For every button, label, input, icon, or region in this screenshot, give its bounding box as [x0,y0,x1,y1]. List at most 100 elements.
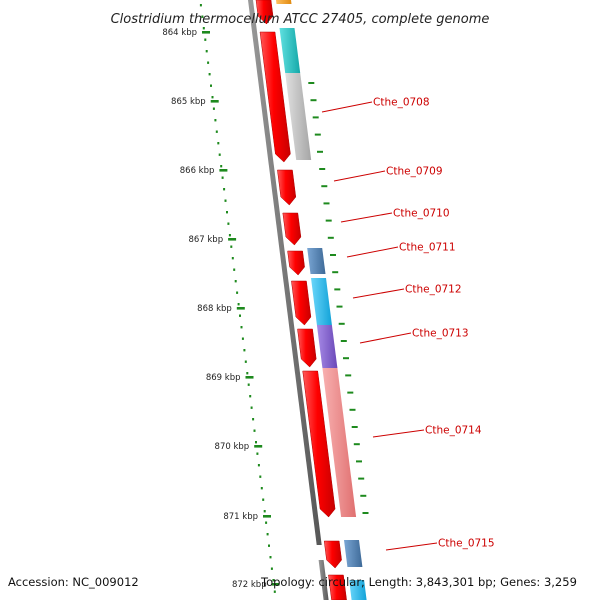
ruler-dot [247,383,250,386]
gene-leader-line [340,212,393,223]
ruler-tick-label: 864 kbp [162,28,197,38]
ruler-dot [236,291,239,294]
outer-ruler-dash [317,150,323,153]
ruler-dot [244,360,247,363]
backbone-layer [248,0,329,600]
gene-leader-line [352,288,405,299]
cog-feature[interactable] [311,278,332,325]
outer-ruler-dash [340,340,347,342]
ruler-tick-label: 868 kbp [197,304,232,314]
outer-ruler-dash [351,426,358,428]
cog-feature[interactable] [285,73,312,160]
ruler-dot [252,418,255,421]
ruler-dot [230,245,233,248]
gene-leader-line [372,429,425,438]
kbp-ruler-labels: 864 kbp 865 kbp 866 kbp 867 kbp 868 kbp 869 k… [162,28,266,590]
topology-text: Topology: circular; Length: 3,843,301 bp… [260,575,577,589]
gene-label-cthe-0715[interactable]: Cthe_0715 [438,538,495,550]
ruler-tick [271,583,280,586]
cds-arrow[interactable] [297,328,317,368]
gene-label-leaders [321,101,438,551]
ruler-dot [199,4,202,7]
ruler-tick [210,100,219,103]
ruler-dot [265,521,268,524]
gene-leader-line [359,332,412,344]
ruler-dot [260,487,263,490]
ruler-tick-label: 869 kbp [206,373,241,383]
cog-feature[interactable] [279,28,301,73]
ruler-tick-label: 872 kbp [232,580,267,590]
gene-label-cthe-0709[interactable]: Cthe_0709 [386,166,443,178]
ruler-tick [228,238,237,241]
cds-arrow[interactable] [282,212,302,246]
outer-ruler-dash [334,288,341,291]
cog-feature[interactable] [307,248,326,274]
cog-feature[interactable] [276,0,292,4]
cds-arrow[interactable] [328,574,347,600]
ruler-dot [262,498,265,501]
ruler-dot [233,268,236,271]
cds-arrow[interactable] [255,0,274,25]
ruler-dot [224,199,227,202]
cog-feature[interactable] [344,540,363,567]
ruler-dot [226,211,228,214]
ruler-dot [201,15,204,18]
cds-arrow[interactable] [287,250,305,276]
ruler-dot [273,590,276,593]
cog-feature[interactable] [322,368,357,517]
outer-ruler-dash [336,305,343,308]
gene-label-cthe-0708[interactable]: Cthe_0708 [373,97,430,109]
cds-arrow[interactable] [259,31,291,163]
outer-ruler-dash [358,477,365,480]
genome-backbone [248,0,322,545]
cds-arrow[interactable] [302,370,336,518]
outer-ruler-dash [362,512,369,514]
ruler-dot [268,544,270,547]
outer-ruler-dash [314,133,321,136]
ruler-tick-label: 867 kbp [188,235,223,245]
outer-ruler-dash [323,202,330,205]
ruler-dot [210,84,212,87]
ruler-dot [228,234,231,237]
ruler-dot [231,257,234,260]
gene-label-cthe-0714[interactable]: Cthe_0714 [425,425,482,437]
ruler-tick [245,376,254,379]
ruler-dot [239,314,241,317]
ruler-dot [204,38,207,41]
outer-ruler-dash [308,82,315,84]
ruler-dot [241,337,244,340]
ruler-dot [212,107,215,110]
outer-ruler-dash [349,408,356,411]
outer-ruler-dash [353,443,360,446]
ruler-dot [250,406,253,409]
cog-feature[interactable] [316,325,338,368]
map-title: Clostridium thermocellum ATCC 27405, com… [111,12,490,27]
cds-arrow[interactable] [291,280,312,326]
gene-label-cthe-0712[interactable]: Cthe_0712 [405,284,462,296]
gene-label-cthe-0713[interactable]: Cthe_0713 [412,328,469,340]
gene-label-cthe-0710[interactable]: Cthe_0710 [393,208,450,220]
ruler-dot [218,153,221,156]
ruler-dot [211,96,214,99]
outer-ruler-dash [360,494,367,497]
cds-arrow[interactable] [277,169,297,206]
outer-ruler-dash [312,116,319,119]
ruler-dot [237,303,240,306]
gene-labels: Cthe_0708 Cthe_0709 Cthe_0710 Cthe_0711 Cthe… [373,97,495,550]
outer-ruler-dash [325,219,332,222]
cog-feature[interactable] [349,580,367,600]
outer-ruler-dash [321,185,328,188]
ruler-dot [243,349,246,352]
ruler-dot [208,73,211,76]
outer-ruler-dash [332,271,339,274]
cds-feature-layer [255,0,347,600]
gene-label-cthe-0711[interactable]: Cthe_0711 [399,242,456,254]
cds-arrow[interactable] [323,540,342,569]
outer-ruler-dash [327,236,334,239]
outer-ruler-dash [310,99,317,102]
outer-ruler-dash [356,460,362,463]
ruler-dot [240,326,243,329]
ruler-dot [202,27,205,30]
